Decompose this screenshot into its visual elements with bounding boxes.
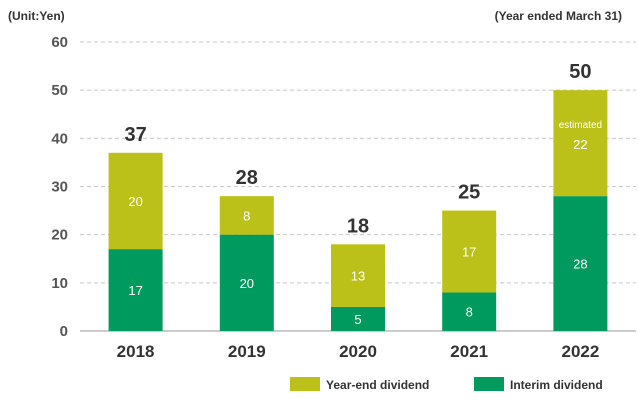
data-label-interim: 20 bbox=[240, 276, 254, 291]
total-label: 50 bbox=[569, 61, 591, 83]
period-label: (Year ended March 31) bbox=[495, 9, 622, 23]
x-tick-label: 2022 bbox=[561, 342, 599, 361]
legend-swatch bbox=[290, 377, 320, 391]
data-label-interim: 5 bbox=[354, 312, 361, 327]
y-tick-label: 30 bbox=[51, 179, 68, 196]
data-label-interim: 28 bbox=[573, 257, 587, 272]
legend-label: Interim dividend bbox=[510, 378, 603, 392]
data-label-year-end: 8 bbox=[243, 208, 250, 223]
y-tick-label: 60 bbox=[51, 34, 68, 51]
bar-interim bbox=[108, 249, 163, 331]
data-label-year-end: 20 bbox=[128, 194, 142, 209]
x-tick-label: 2018 bbox=[117, 342, 155, 361]
y-tick-label: 50 bbox=[51, 82, 68, 99]
data-label-year-end: 13 bbox=[351, 269, 365, 284]
bar-year-end bbox=[553, 90, 608, 197]
x-tick-label: 2021 bbox=[450, 342, 488, 361]
bar-year-end bbox=[219, 196, 274, 235]
y-tick-label: 20 bbox=[51, 227, 68, 244]
labels: (Unit:Yen) (Year ended March 31) 0 10 20 30 40… bbox=[8, 9, 622, 361]
total-label: 18 bbox=[347, 215, 369, 237]
legend: Year-end dividend Interim dividend bbox=[290, 377, 603, 392]
bar-interim bbox=[553, 196, 608, 331]
bar-interim bbox=[442, 292, 497, 331]
gridlines bbox=[80, 41, 636, 332]
annotation-estimated: estimated bbox=[559, 120, 602, 131]
bar-year-end bbox=[331, 244, 385, 307]
unit-label: (Unit:Yen) bbox=[8, 9, 65, 23]
x-tick-label: 2020 bbox=[339, 342, 377, 361]
y-tick-label: 10 bbox=[51, 275, 68, 292]
legend-swatch bbox=[474, 377, 504, 391]
x-tick-label: 2019 bbox=[228, 342, 266, 361]
bar-interim bbox=[331, 306, 385, 331]
y-tick-label: 0 bbox=[60, 323, 68, 340]
data-label-year-end: 22 bbox=[573, 137, 587, 152]
bar-interim bbox=[219, 234, 274, 331]
data-label-year-end: 17 bbox=[462, 245, 476, 260]
bars bbox=[108, 90, 608, 331]
data-label-interim: 8 bbox=[466, 305, 473, 320]
bar-year-end bbox=[442, 210, 497, 293]
y-tick-label: 40 bbox=[51, 130, 68, 147]
data-label-interim: 17 bbox=[128, 283, 142, 298]
legend-label: Year-end dividend bbox=[326, 378, 429, 392]
total-label: 37 bbox=[124, 124, 146, 146]
total-label: 28 bbox=[236, 167, 258, 189]
total-label: 25 bbox=[458, 182, 480, 204]
bar-year-end bbox=[108, 152, 163, 250]
